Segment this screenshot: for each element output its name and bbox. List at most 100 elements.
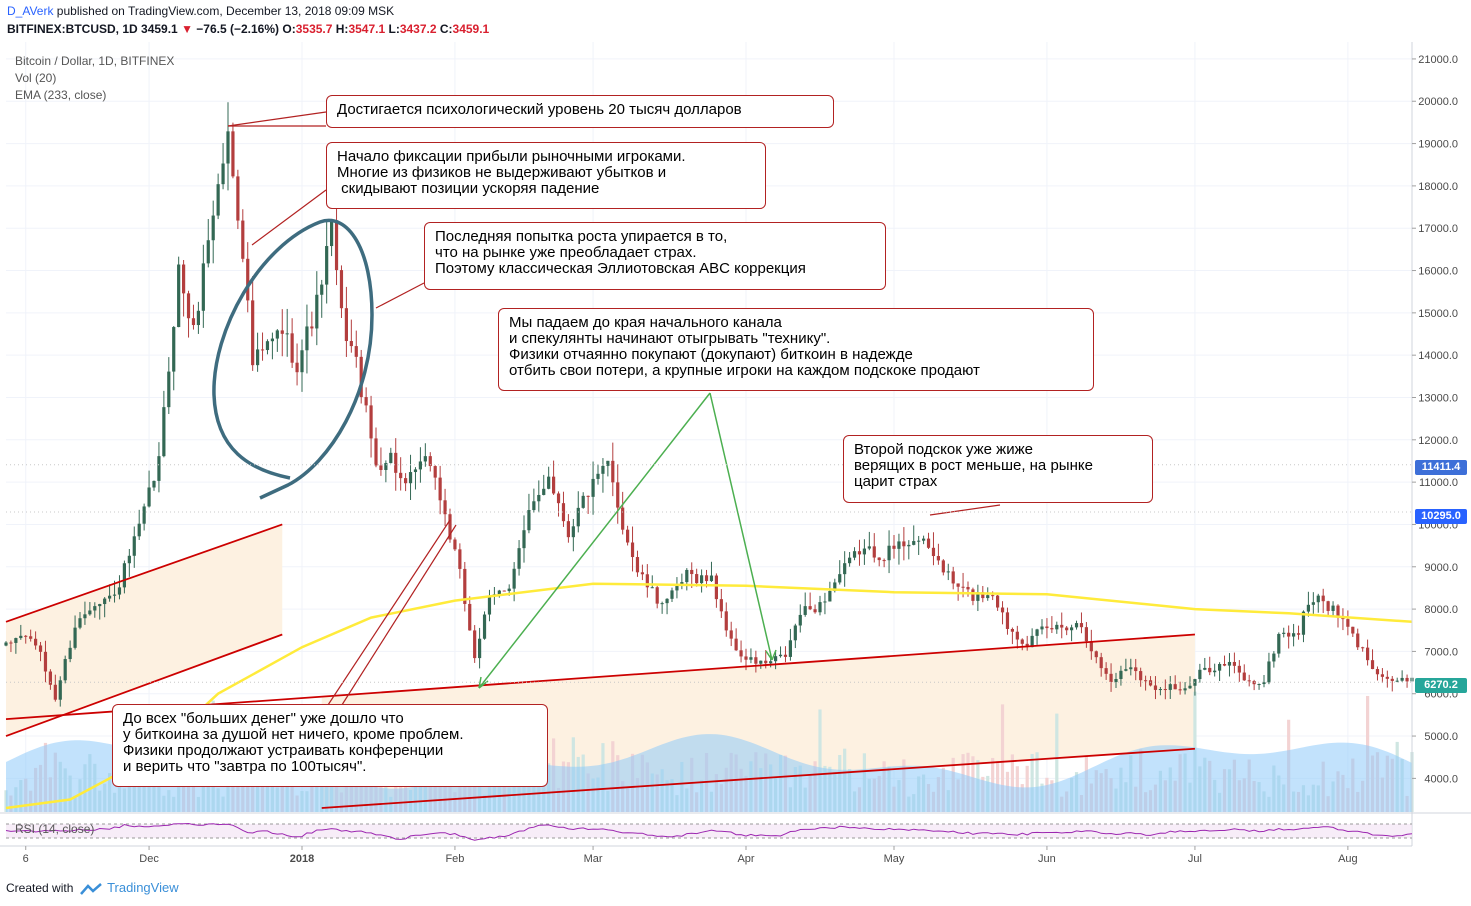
annotation-profit-taking[interactable]: Начало фиксации прибыли рыночными игрока… [326,142,766,209]
annotation-abc-correction[interactable]: Последняя попытка роста упирается в то, … [424,222,886,290]
candle [862,548,866,555]
price-tick-label: 7000.0 [1424,646,1458,658]
candle [818,602,822,613]
pointer-line [227,111,327,127]
candle [507,588,511,592]
annotation-20k[interactable]: Достигается психологический уровень 20 т… [326,95,834,128]
candle [330,220,334,247]
price-tick-label: 18000.0 [1418,181,1458,193]
footer: Created with TradingView [6,880,179,895]
candle [251,300,255,366]
candle [418,461,422,470]
annotation-big-money[interactable]: До всех "больших денег" уже дошло что у … [112,704,548,787]
annotation-second-bounce[interactable]: Второй подскок уже жиже верящих в рост м… [843,435,1153,503]
candle [1045,626,1049,629]
tradingview-brand-link[interactable]: TradingView [107,880,179,895]
candle [1084,627,1088,642]
volume-bar [1030,753,1034,812]
candle [448,514,452,540]
candle [325,246,329,285]
candle [379,465,383,470]
annotation-channel-edge[interactable]: Мы падаем до края начального канала и сп… [498,308,1094,391]
volume-bar [1010,754,1014,812]
price-tick-label: 11000.0 [1419,477,1458,489]
candle [892,545,896,549]
candle [1005,612,1010,629]
candle [196,310,200,326]
close-label: C: [439,22,453,36]
candle [586,495,590,497]
time-tick-label: May [884,853,905,865]
candle [19,635,23,639]
candle [1168,684,1172,690]
volume-legend[interactable]: Vol (20) [15,71,57,85]
candle [122,563,126,588]
candle [936,556,940,561]
arrow-head [765,649,777,661]
candle [310,326,314,329]
candle [670,590,674,599]
candle [700,575,704,584]
candle [660,603,664,605]
candle [1380,674,1384,677]
candle [374,438,378,466]
rsi-legend[interactable]: RSI (14, close) [15,822,95,836]
candle [320,284,324,295]
candle [423,456,427,462]
price-tick-label: 15000.0 [1418,308,1458,320]
candle [339,270,344,309]
candle [453,539,457,550]
volume-bar [1055,713,1059,812]
candle [1050,628,1054,630]
candle [1272,653,1276,662]
series-legend[interactable]: Bitcoin / Dollar, 1D, BITFINEX [15,54,175,68]
candle [221,163,225,185]
candle [399,472,403,479]
ema-legend[interactable]: EMA (233, close) [15,88,107,102]
created-with-label: Created with [6,881,74,895]
candle [1070,627,1074,631]
candle [1405,677,1409,682]
candle [1000,607,1005,613]
candle [216,184,220,216]
candle [709,575,714,582]
candle [1366,647,1370,661]
candle [1282,632,1286,634]
volume-bar [1035,752,1039,812]
candle [907,544,911,547]
candle [78,618,82,628]
candle [473,630,477,659]
candle [561,503,566,522]
candle [147,487,151,507]
price-change: −76.5 (−2.16%) [196,22,280,36]
candle [157,456,161,481]
low-label: L: [388,22,400,36]
candle [542,488,546,495]
candle [443,500,447,515]
candle [34,638,38,646]
publish-line: D_AVerk published on TradingView.com, De… [7,4,394,18]
candle [971,589,975,601]
candle [438,477,442,501]
candle [596,473,600,479]
candle [1370,660,1375,670]
candle [1218,663,1222,671]
candle [1227,661,1232,666]
candle [73,627,77,648]
candle [902,541,906,547]
candle [946,571,950,573]
channel-line [5,523,283,623]
candle [665,598,669,604]
candle [1292,633,1296,637]
candle [793,625,797,641]
candle [142,506,146,524]
candle [611,460,615,483]
candle [1336,605,1340,618]
candle [211,215,215,241]
author-link[interactable]: D_AVerk [7,4,54,18]
candle [552,476,556,494]
candle [127,555,131,564]
candle [1385,676,1389,679]
candle [626,529,630,543]
candle [482,614,487,639]
